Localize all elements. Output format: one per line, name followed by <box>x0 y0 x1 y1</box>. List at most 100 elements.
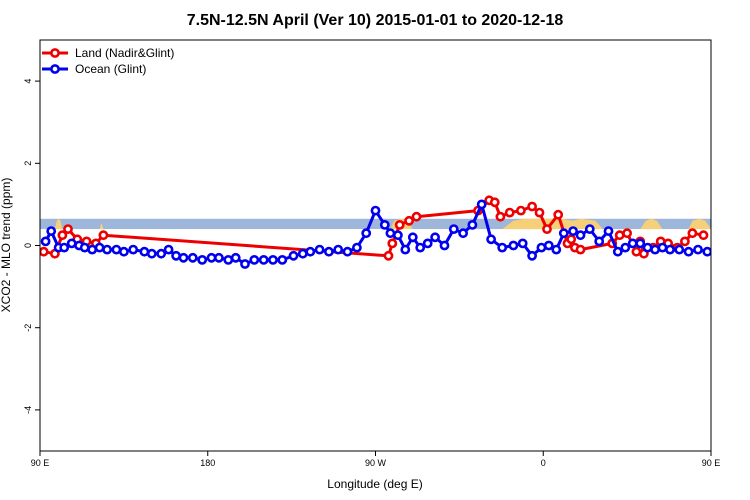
data-point <box>314 244 325 255</box>
data-point <box>430 232 440 243</box>
data-point <box>543 240 554 251</box>
data-point <box>458 228 468 239</box>
data-point <box>527 250 537 261</box>
data-point <box>642 242 653 253</box>
data-point <box>516 205 526 216</box>
data-point <box>527 201 537 212</box>
data-point <box>439 240 450 251</box>
data-point <box>489 197 500 208</box>
data-point <box>213 252 224 263</box>
data-point <box>422 238 433 249</box>
data-point <box>230 252 241 263</box>
data-point <box>400 244 411 255</box>
data-point <box>63 224 73 234</box>
chart-title: 7.5N-12.5N April (Ver 10) 2015-01-01 to … <box>187 12 564 29</box>
data-point <box>79 242 90 253</box>
data-point <box>288 250 299 261</box>
data-point <box>415 242 426 253</box>
data-point <box>584 224 595 234</box>
data-point <box>551 244 562 255</box>
data-point <box>553 209 564 220</box>
data-point <box>385 228 396 239</box>
data-point <box>139 246 150 257</box>
data-point <box>517 238 528 249</box>
data-point <box>612 246 623 257</box>
data-point <box>622 228 632 239</box>
y-axis: -4 -2 0 2 4 <box>23 79 40 414</box>
data-point <box>323 246 334 257</box>
data-point <box>407 232 418 243</box>
data-point <box>46 226 57 236</box>
data-point <box>702 246 711 257</box>
legend-item-0: Land (Nadir&Glint) <box>42 46 174 60</box>
data-point <box>467 219 478 230</box>
data-point <box>504 207 515 218</box>
data-point <box>732 248 739 255</box>
data-point <box>197 254 208 265</box>
data-point <box>741 252 748 259</box>
legend-item-1: Ocean (Glint) <box>42 62 146 76</box>
data-point <box>57 230 68 241</box>
data-point <box>698 230 709 241</box>
y-tick-label: 2 <box>23 161 33 166</box>
data-point <box>187 252 198 263</box>
data-point <box>111 244 122 255</box>
data-point <box>542 224 552 234</box>
reference-band <box>40 218 711 230</box>
data-point <box>156 248 167 259</box>
y-tick-label: -2 <box>23 324 33 332</box>
legend-label: Ocean (Glint) <box>75 62 146 76</box>
legend-swatch-marker <box>50 48 60 58</box>
land-mask-5 <box>688 218 711 230</box>
data-point <box>620 242 631 253</box>
data-point <box>627 238 638 249</box>
data-point <box>693 244 703 255</box>
data-point <box>404 215 414 226</box>
data-point <box>40 236 51 247</box>
legend-swatch-marker <box>50 64 60 74</box>
data-point <box>258 254 269 265</box>
data-point <box>379 219 390 230</box>
x-tick-label: 90 E <box>31 458 50 468</box>
data-point <box>102 244 112 255</box>
data-point <box>370 205 381 216</box>
y-tick-label: 4 <box>23 79 33 84</box>
y-tick-label: -4 <box>23 406 33 414</box>
data-point <box>680 236 690 247</box>
data-point <box>394 219 405 230</box>
data-point <box>146 248 157 259</box>
data-point <box>119 246 129 257</box>
data-point <box>392 230 403 241</box>
data-point <box>575 230 586 241</box>
data-point <box>98 230 109 241</box>
series-layer <box>40 195 748 269</box>
data-point <box>575 244 586 255</box>
x-axis-label: Longitude (deg E) <box>327 477 422 491</box>
data-point <box>178 252 189 263</box>
x-axis: 90 E 180 90 W 0 90 E <box>31 451 721 468</box>
data-point <box>383 250 394 261</box>
data-point <box>171 250 181 261</box>
data-point <box>387 238 398 249</box>
data-point <box>87 244 98 255</box>
data-point <box>411 211 422 222</box>
y-tick-label: 0 <box>23 243 33 248</box>
data-point <box>351 242 362 253</box>
land-mask-4 <box>640 218 663 230</box>
data-point <box>128 244 139 255</box>
data-point <box>497 242 508 253</box>
data-point <box>558 228 569 239</box>
data-point <box>631 246 642 257</box>
data-point <box>534 207 545 218</box>
data-point <box>249 254 260 265</box>
data-point <box>674 244 685 255</box>
data-point <box>594 236 605 247</box>
x-tick-label: 90 E <box>702 458 721 468</box>
x-tick-label: 90 W <box>365 458 387 468</box>
data-point <box>59 242 70 253</box>
data-point <box>333 244 344 255</box>
data-point <box>635 238 646 249</box>
data-point <box>305 246 316 257</box>
y-axis-label: XCO2 - MLO trend (ppm) <box>0 178 13 313</box>
